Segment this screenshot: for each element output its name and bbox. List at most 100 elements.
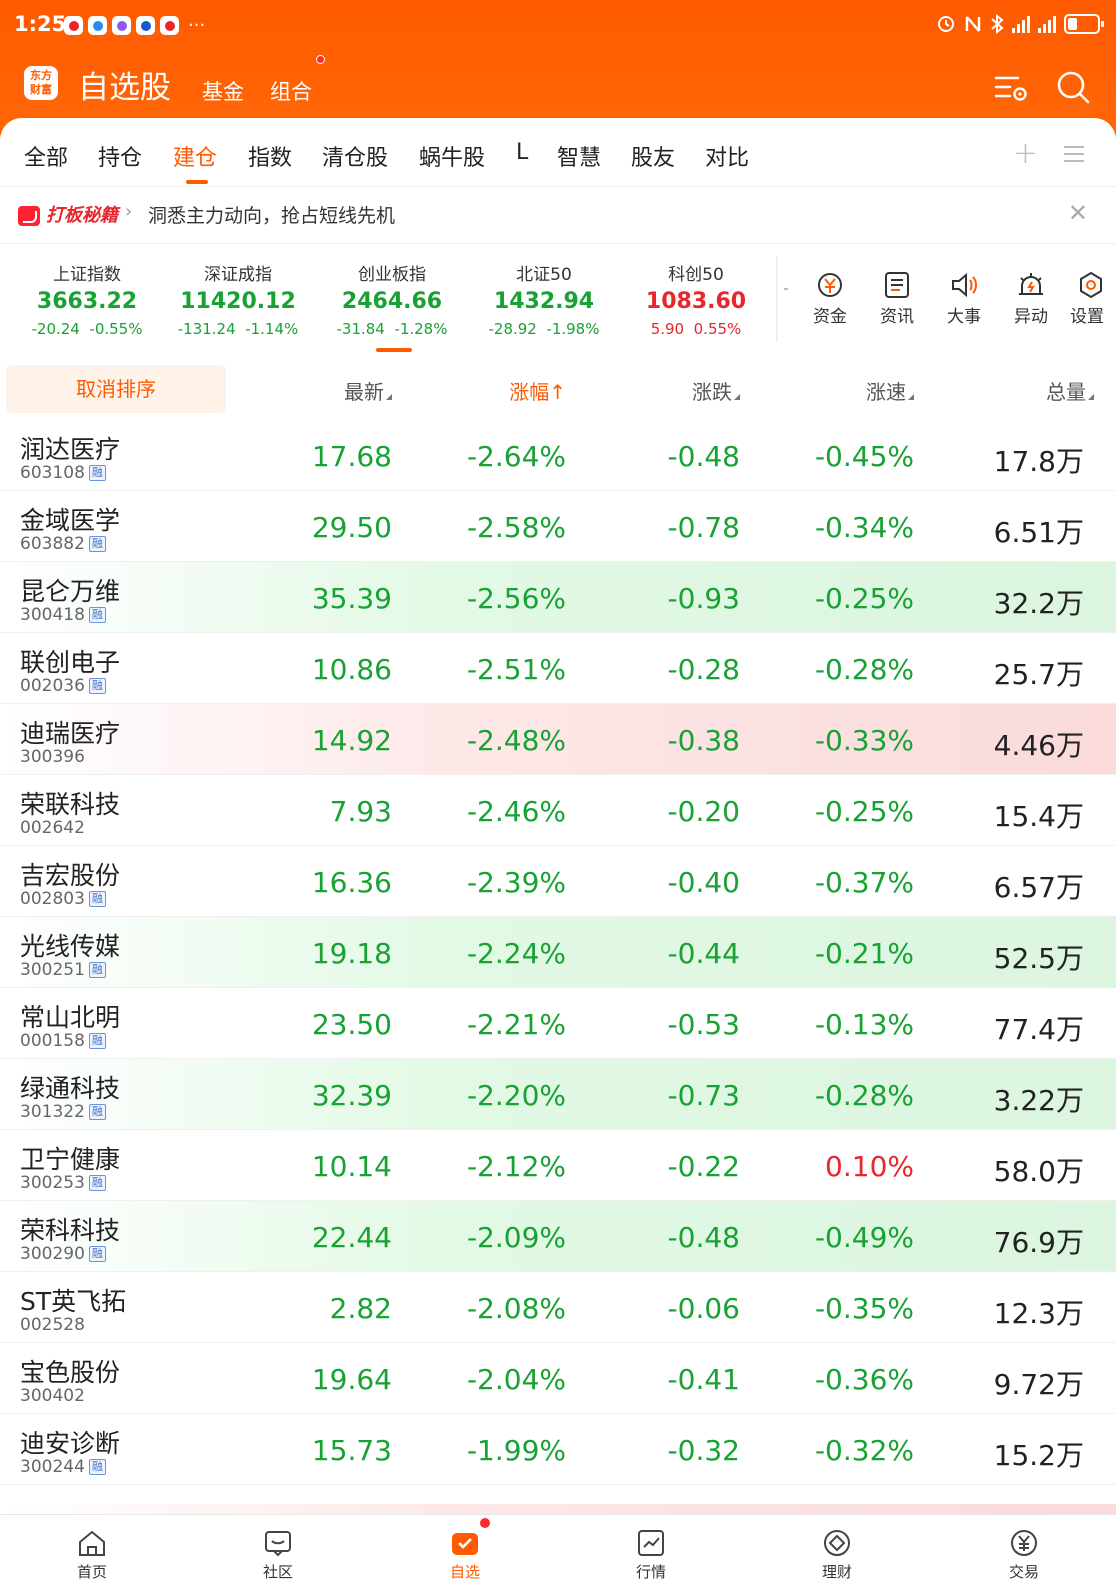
table-row[interactable]: ST英飞拓 002528 2.82 -2.08% -0.06 -0.35% 12.3万 [0, 1272, 1116, 1343]
tab-snail[interactable]: 蜗牛股 [419, 146, 486, 171]
bottom-nav-home[interactable]: 首页 [52, 1525, 132, 1582]
tool-events[interactable]: 大事 [936, 268, 992, 327]
search-icon[interactable] [1054, 68, 1092, 106]
stock-name: 迪瑞医疗 [20, 719, 121, 748]
table-row[interactable]: 联创电子 002036 融 10.86 -2.51% -0.28 -0.28% 25.7万 [0, 633, 1116, 704]
nav-fund[interactable]: 基金 [202, 80, 244, 104]
stock-volume: 15.2万 [993, 1439, 1084, 1472]
more-notifs: ··· [188, 15, 206, 36]
tab-friends[interactable]: 股友 [631, 146, 676, 171]
table-row[interactable]: 光线传媒 300251 融 19.18 -2.24% -0.44 -0.21% 52.5万 [0, 917, 1116, 988]
home-icon [79, 1530, 105, 1556]
tab-index[interactable]: 指数 [248, 146, 293, 171]
stock-code: 300290 融 [20, 1244, 106, 1264]
stock-volume: 77.4万 [993, 1013, 1084, 1046]
col-change[interactable]: 涨跌 [692, 376, 740, 405]
bottom-nav-label: 首页 [76, 1563, 107, 1581]
index-card[interactable]: 深证成指 11420.12 -131.24 -1.14% [162, 260, 314, 338]
tab-holding[interactable]: 持仓 [98, 146, 143, 171]
stock-speed: -0.32% [814, 1434, 914, 1467]
index-card[interactable]: 科创50 1083.60 5.90 0.55% [620, 260, 772, 338]
cancel-sort-button[interactable]: 取消排序 [6, 365, 226, 413]
table-row[interactable]: 卫宁健康 300253 融 10.14 -2.12% -0.22 0.10% 58.0万 [0, 1130, 1116, 1201]
index-value: 1083.60 [645, 289, 747, 314]
tool-news[interactable]: 资讯 [869, 268, 925, 327]
tab-clear[interactable]: 清仓股 [322, 146, 389, 171]
col-last[interactable]: 最新 [344, 376, 392, 405]
promo-banner[interactable]: 打板秘籍 › 洞悉主力动向，抢占短线先机 ✕ [0, 186, 1116, 244]
bottom-nav-watchlist[interactable]: 自选 [425, 1525, 505, 1582]
bottom-nav-community[interactable]: 社区 [238, 1525, 318, 1582]
stock-change: -0.78 [667, 511, 740, 544]
table-row[interactable]: 迪安诊断 300244 融 15.73 -1.99% -0.32 -0.32% 15.2万 [0, 1414, 1116, 1485]
stock-change: -0.41 [667, 1363, 740, 1396]
tool-anomaly[interactable]: 异动 [1003, 268, 1059, 327]
stock-code: 002528 [20, 1315, 85, 1335]
table-row[interactable]: 宝色股份 300402 19.64 -2.04% -0.41 -0.36% 9.72万 [0, 1343, 1116, 1414]
tab-all[interactable]: 全部 [24, 146, 69, 171]
col-speed[interactable]: 涨速 [866, 376, 914, 405]
stock-change-pct: -2.12% [466, 1150, 566, 1183]
margin-badge: 融 [88, 1033, 106, 1049]
table-row[interactable]: 绿通科技 301322 融 32.39 -2.20% -0.73 -0.28% 3.22万 [0, 1059, 1116, 1130]
tool-label: 异动 [1014, 307, 1048, 327]
stock-name: 卫宁健康 [20, 1145, 121, 1174]
close-icon[interactable]: ✕ [1067, 199, 1088, 227]
bottom-nav-label: 自选 [449, 1563, 480, 1581]
tab-smart[interactable]: 智慧 [557, 146, 602, 171]
col-volume[interactable]: 总量 [1046, 376, 1094, 405]
notif-app-icon [136, 16, 155, 35]
index-change: -131.24 -1.14% [177, 320, 299, 338]
stock-name: 润达医疗 [20, 435, 121, 464]
table-row[interactable]: 迪瑞医疗 300396 14.92 -2.48% -0.38 -0.33% 4.46万 [0, 704, 1116, 775]
table-row[interactable]: 荣科科技 300290 融 22.44 -2.09% -0.48 -0.49% 76.9万 [0, 1201, 1116, 1272]
margin-badge: 融 [88, 607, 106, 623]
stock-name: 吉宏股份 [20, 861, 121, 890]
stock-change: -0.93 [667, 582, 740, 615]
stock-name: 荣联科技 [20, 790, 121, 819]
stock-speed: -0.13% [814, 1008, 914, 1041]
stock-speed: -0.49% [814, 1221, 914, 1254]
table-row[interactable]: 荣联科技 002642 7.93 -2.46% -0.20 -0.25% 15.4万 [0, 775, 1116, 846]
bottom-nav-market[interactable]: 行情 [611, 1525, 691, 1582]
bluetooth-icon [991, 14, 1004, 34]
stock-change-pct: -2.08% [466, 1292, 566, 1325]
nav-combo[interactable]: 组合 [270, 80, 312, 104]
table-row[interactable]: 润达医疗 603108 融 17.68 -2.64% -0.48 -0.45% 17.8万 [0, 420, 1116, 491]
stock-speed: -0.28% [814, 1079, 914, 1112]
stock-last-price: 29.50 [311, 511, 392, 544]
tab-compare[interactable]: 对比 [705, 146, 750, 171]
bottom-nav-wealth[interactable]: 理财 [797, 1525, 877, 1582]
table-row[interactable]: 吉宏股份 002803 融 16.36 -2.39% -0.40 -0.37% 6.57万 [0, 846, 1116, 917]
stock-volume: 32.2万 [993, 587, 1084, 620]
bottom-nav-label: 社区 [262, 1563, 293, 1581]
settings-list-icon[interactable] [992, 68, 1030, 106]
table-row[interactable]: 常山北明 000158 融 23.50 -2.21% -0.53 -0.13% 77.4万 [0, 988, 1116, 1059]
tool-settings[interactable]: 设置 [1070, 268, 1116, 327]
app-logo[interactable]: 东方 财富 [24, 66, 58, 100]
tab-l[interactable]: L [516, 140, 529, 165]
tool-fund-flow[interactable]: 资金 [802, 268, 858, 327]
bottom-nav-trade[interactable]: 交易 [984, 1525, 1064, 1582]
bottom-nav-label: 理财 [821, 1563, 852, 1581]
table-row[interactable]: 金域医学 603882 融 29.50 -2.58% -0.78 -0.34% 6.51万 [0, 491, 1116, 562]
stock-speed: -0.37% [814, 866, 914, 899]
stock-change-pct: -2.20% [466, 1079, 566, 1112]
stock-speed: -0.25% [814, 795, 914, 828]
page-title[interactable]: 自选股 [78, 70, 171, 106]
stock-change: -0.06 [667, 1292, 740, 1325]
tool-label: 资讯 [880, 307, 914, 327]
plus-icon[interactable]: + [1012, 136, 1038, 171]
col-pct[interactable]: 涨幅↑ [509, 380, 566, 404]
index-card[interactable]: 北证50 1432.94 -28.92 -1.98% [468, 260, 620, 338]
index-change: -28.92 -1.98% [488, 320, 600, 338]
stock-volume: 58.0万 [993, 1155, 1084, 1188]
index-card[interactable]: 创业板指 2464.66 -31.84 -1.28% [316, 260, 468, 338]
menu-icon[interactable] [1064, 146, 1084, 162]
tab-build[interactable]: 建仓 [173, 146, 218, 171]
stock-code: 300251 融 [20, 960, 106, 980]
index-card[interactable]: 上证指数 3663.22 -20.24 -0.55% [11, 260, 163, 338]
stock-last-price: 16.36 [311, 866, 392, 899]
table-row[interactable]: 昆仑万维 300418 融 35.39 -2.56% -0.93 -0.25% 32.2万 [0, 562, 1116, 633]
stock-code: 000158 融 [20, 1031, 106, 1051]
